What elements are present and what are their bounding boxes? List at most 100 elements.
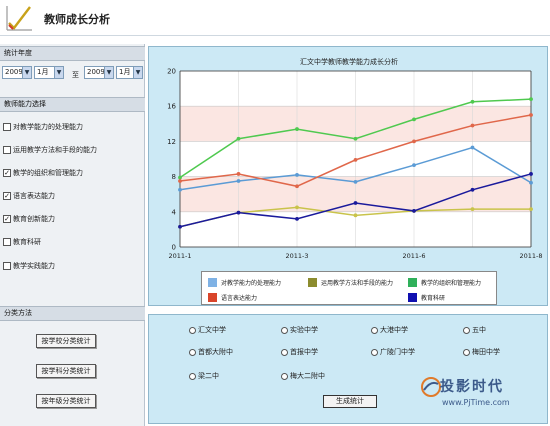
school-label: 五中 (472, 326, 486, 334)
school-option[interactable]: 大港中学 (371, 325, 408, 335)
ability-option[interactable]: 对教学能力的处理能力 (3, 121, 83, 133)
ability-option[interactable]: ✓ 语言表达能力 (3, 190, 55, 202)
ability-option[interactable]: 教学实践能力 (3, 260, 55, 272)
data-point (353, 213, 358, 218)
legend-label: 教学的组织和管理能力 (421, 279, 482, 287)
data-point (353, 136, 358, 141)
start-year-select[interactable]: 2009 ▼ (2, 66, 32, 79)
school-option[interactable]: 梅田中学 (463, 347, 500, 357)
data-point (412, 163, 416, 168)
legend-label: 运用教学方法和手段的能力 (321, 279, 394, 287)
school-label: 实验中学 (290, 326, 318, 334)
data-point (236, 210, 241, 215)
data-point (295, 127, 299, 131)
abilities-header: 教师能力选择 (0, 97, 145, 112)
ability-option[interactable]: ✓ 教育创新能力 (3, 213, 55, 225)
data-point (295, 172, 299, 177)
by-grade-button[interactable]: 按年级分类统计 (36, 394, 96, 408)
y-tick-label: 16 (167, 103, 176, 111)
data-point (178, 179, 182, 183)
data-point (529, 172, 533, 176)
chart-title: 汇文中学教师教学能力成长分析 (300, 58, 398, 66)
ability-checkbox[interactable] (3, 123, 11, 131)
generate-stats-button[interactable]: 生成统计 (323, 395, 377, 408)
legend-label: 语言表达能力 (221, 294, 258, 302)
school-option[interactable]: 汇文中学 (189, 325, 226, 335)
school-panel: 生成统计 汇文中学 实验中学 大港中学 五中首都大附中 首报中学 广陵门中学 梅田中学梁二中… (148, 314, 548, 424)
school-radio[interactable] (463, 326, 470, 334)
data-point (529, 207, 533, 212)
ability-label: 教育创新能力 (13, 215, 55, 223)
period-header: 统计年度 (0, 46, 145, 61)
methods-header: 分类方法 (0, 306, 145, 321)
school-option[interactable]: 梁二中 (189, 371, 219, 381)
ability-option[interactable]: 运用教学方法和手段的能力 (3, 144, 97, 156)
school-radio[interactable] (189, 372, 196, 380)
school-option[interactable]: 广陵门中学 (371, 347, 415, 357)
data-point (236, 136, 241, 141)
school-radio[interactable] (281, 326, 288, 334)
x-tick-label: 2011-3 (285, 252, 308, 260)
school-label: 梁二中 (198, 372, 219, 380)
by-school-button[interactable]: 按学校分类统计 (36, 334, 96, 348)
school-radio[interactable] (281, 372, 288, 380)
school-radio[interactable] (189, 348, 196, 356)
school-radio[interactable] (371, 348, 378, 356)
by-subject-button[interactable]: 按学科分类统计 (36, 364, 96, 378)
y-tick-label: 20 (167, 68, 176, 76)
watermark-text: 投影时代 (440, 379, 504, 395)
ability-label: 语言表达能力 (13, 192, 55, 200)
chevron-down-icon: ▼ (22, 67, 31, 78)
data-point (295, 205, 299, 210)
y-tick-label: 4 (172, 208, 177, 216)
data-point (353, 179, 358, 184)
ability-option[interactable]: ✓ 教学的组织和管理能力 (3, 167, 83, 179)
ability-option[interactable]: 教育科研 (3, 236, 41, 248)
ability-label: 教学实践能力 (13, 262, 55, 270)
legend-entry: 对教学能力的处理能力 (208, 277, 281, 287)
watermark: 投影时代 www.PjTime.com (420, 376, 550, 416)
school-label: 梅田中学 (472, 348, 500, 356)
school-option[interactable]: 梅大二附中 (281, 371, 325, 381)
data-point (236, 172, 241, 176)
end-year-select[interactable]: 2009 ▼ (84, 66, 114, 79)
end-year-value: 2009 (87, 68, 105, 76)
chevron-down-icon: ▼ (133, 67, 142, 78)
data-point (470, 99, 475, 104)
school-option[interactable]: 首报中学 (281, 347, 318, 357)
data-point (178, 175, 182, 180)
ability-checkbox[interactable] (3, 146, 11, 154)
school-option[interactable]: 首都大附中 (189, 347, 233, 357)
legend-swatch (308, 277, 317, 287)
data-point (412, 209, 416, 213)
start-month-value: 1月 (37, 68, 49, 76)
ability-checkbox[interactable] (3, 262, 11, 270)
school-radio[interactable] (371, 326, 378, 334)
legend-entry: 教学的组织和管理能力 (408, 277, 481, 287)
school-radio[interactable] (281, 348, 288, 356)
ability-checkbox[interactable]: ✓ (3, 169, 11, 177)
legend-swatch (408, 292, 417, 302)
legend-swatch (208, 277, 217, 287)
school-label: 梅大二附中 (290, 372, 325, 380)
legend-swatch (408, 277, 417, 287)
school-option[interactable]: 五中 (463, 325, 486, 335)
end-month-value: 1月 (119, 68, 131, 76)
ability-checkbox[interactable]: ✓ (3, 192, 11, 200)
school-radio[interactable] (463, 348, 470, 356)
school-label: 汇文中学 (198, 326, 226, 334)
start-month-select[interactable]: 1月 ▼ (34, 66, 64, 79)
x-tick-label: 2011-6 (402, 252, 425, 260)
data-point (529, 180, 533, 185)
y-tick-label: 8 (172, 173, 176, 181)
chart-legend: 对教学能力的处理能力 运用教学方法和手段的能力 教学的组织和管理能力 语言表达能力 教育… (201, 271, 497, 305)
x-tick-label: 2011-8 (519, 252, 542, 260)
end-month-select[interactable]: 1月 ▼ (116, 66, 143, 79)
ability-checkbox[interactable]: ✓ (3, 215, 11, 223)
school-label: 大港中学 (380, 326, 408, 334)
ability-checkbox[interactable] (3, 238, 11, 246)
line-chart: 0 4 8 12 16 20 2011-1 2011-3 2011-6 2011-8 (167, 68, 542, 261)
school-radio[interactable] (189, 326, 196, 334)
y-tick-label: 0 (172, 244, 176, 252)
school-option[interactable]: 实验中学 (281, 325, 318, 335)
